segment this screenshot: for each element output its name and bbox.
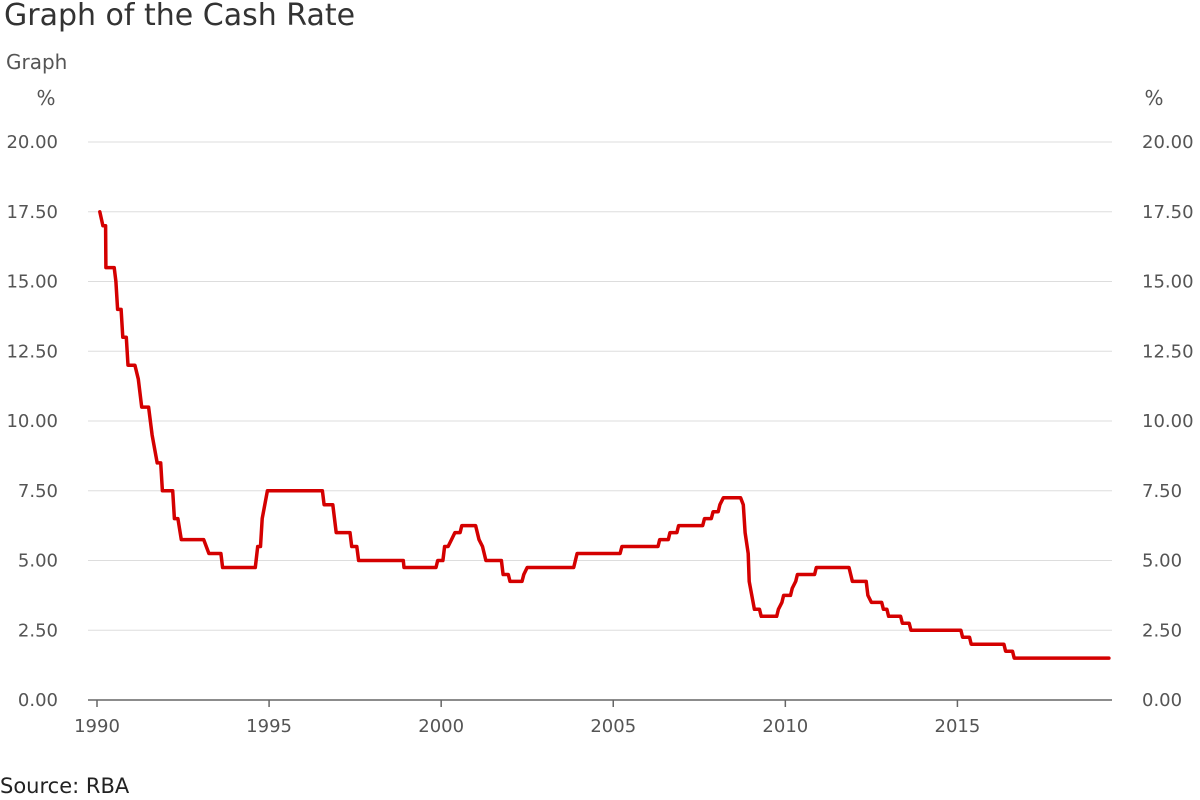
x-axis: 1990 1995 2000 2005 2010 2015	[74, 700, 980, 737]
y-tick-left-6: 15.00	[6, 272, 58, 293]
y-tick-left-2: 5.00	[18, 551, 58, 572]
y-tick-left-8: 20.00	[6, 132, 58, 153]
y-tick-right-1: 2.50	[1142, 620, 1182, 641]
y-tick-right-8: 20.00	[1142, 132, 1194, 153]
chart-subtitle: Graph	[6, 50, 68, 74]
y-tick-left-4: 10.00	[6, 411, 58, 432]
y-tick-left-7: 17.50	[6, 202, 58, 223]
x-tick-label-5: 2015	[935, 716, 981, 737]
y-tick-left-1: 2.50	[18, 620, 58, 641]
x-tick-label-0: 1990	[74, 716, 120, 737]
y-tick-right-7: 17.50	[1142, 202, 1194, 223]
x-tick-label-4: 2010	[762, 716, 808, 737]
source-note: Source: RBA	[0, 774, 130, 798]
gridlines	[88, 141, 1112, 701]
x-tick-label-1: 1995	[246, 716, 292, 737]
y-unit-left: %	[36, 86, 55, 110]
y-tick-right-4: 10.00	[1142, 411, 1194, 432]
y-tick-right-6: 15.00	[1142, 272, 1194, 293]
x-tick-label-3: 2005	[590, 716, 636, 737]
y-tick-left-5: 12.50	[6, 341, 58, 362]
y-tick-right-5: 12.50	[1142, 341, 1194, 362]
x-tick-label-2: 2000	[418, 716, 464, 737]
y-axis-left: 0.00 2.50 5.00 7.50 10.00 12.50 15.00 17.50 20.0…	[6, 132, 58, 711]
y-unit-right: %	[1144, 86, 1163, 110]
y-tick-left-3: 7.50	[18, 481, 58, 502]
y-tick-left-0: 0.00	[18, 690, 58, 711]
y-tick-right-2: 5.00	[1142, 551, 1182, 572]
cash-rate-line	[98, 210, 1111, 660]
y-tick-right-0: 0.00	[1142, 690, 1182, 711]
y-axis-right: 0.00 2.50 5.00 7.50 10.00 12.50 15.00 17.50 20.0…	[1142, 132, 1194, 711]
chart-title: Graph of the Cash Rate	[4, 0, 356, 33]
y-tick-right-3: 7.50	[1142, 481, 1182, 502]
